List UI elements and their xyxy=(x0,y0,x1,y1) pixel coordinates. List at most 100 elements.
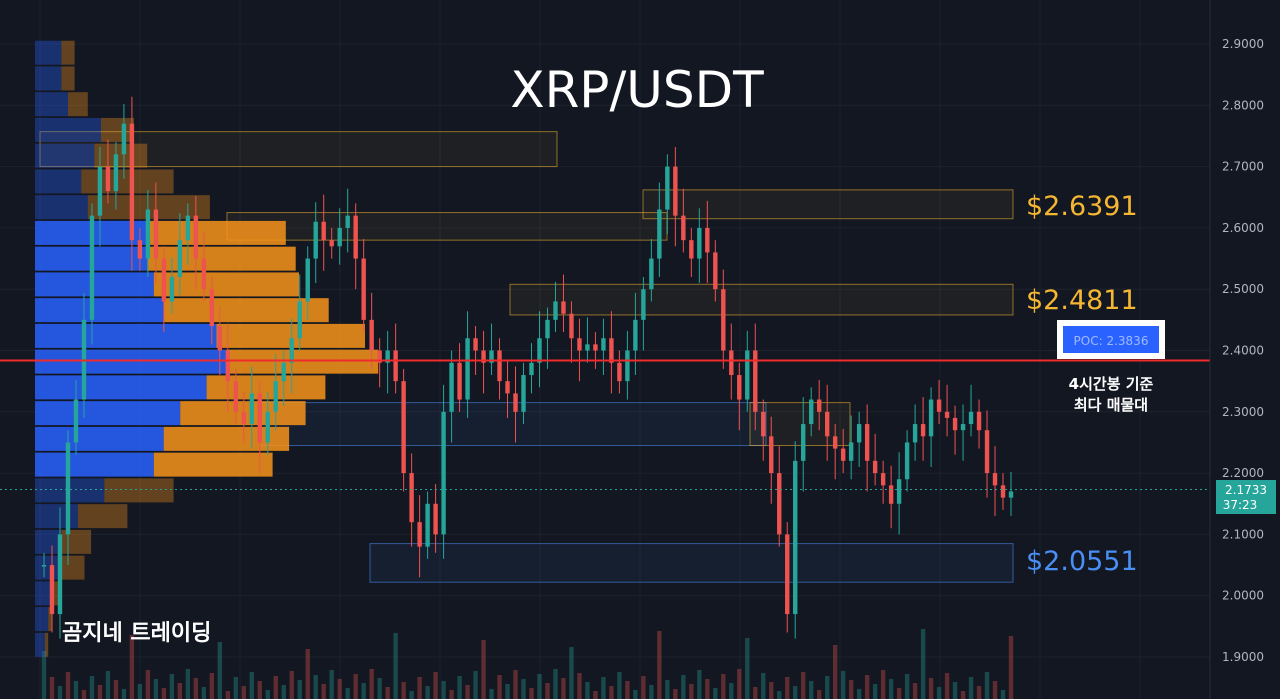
volume-bar xyxy=(265,690,270,699)
candle-body xyxy=(713,252,718,290)
volume-bar xyxy=(233,677,238,699)
volume-bar xyxy=(880,670,886,699)
volume-bar xyxy=(561,678,566,699)
volume-bar xyxy=(177,683,183,699)
candle-body xyxy=(872,460,878,474)
candle-body xyxy=(409,473,414,523)
current-price-value: 2.1733 xyxy=(1225,483,1267,497)
volume-bar xyxy=(97,685,103,699)
volume-bar xyxy=(473,671,478,699)
candle-body xyxy=(185,215,191,241)
price-axis[interactable]: 2.9000 2.8000 2.7000 2.6000 2.5000 2.4000 2.30… xyxy=(1222,37,1264,664)
volume-bar xyxy=(1000,690,1006,699)
candle-body xyxy=(425,503,430,547)
volume-bar xyxy=(297,680,302,699)
volume-profile xyxy=(35,40,379,657)
volume-bar xyxy=(856,689,862,699)
volume-bar xyxy=(113,680,119,699)
candle-body xyxy=(952,417,958,431)
volume-bar xyxy=(545,683,550,699)
candle-body xyxy=(920,424,926,437)
vp-row-down xyxy=(58,555,85,580)
candle-body xyxy=(481,350,486,363)
vp-row-down xyxy=(48,607,52,632)
candle-body xyxy=(225,350,231,382)
candle-body xyxy=(265,411,270,443)
support-zone xyxy=(369,543,1014,583)
resistance-zone xyxy=(642,189,1014,220)
vp-row-down xyxy=(163,298,329,323)
vp-row-down xyxy=(153,272,299,297)
level-label-2-6391: $2.6391 xyxy=(1026,191,1138,222)
candle-body xyxy=(633,319,638,351)
resistance-zone xyxy=(39,131,558,168)
candle-body xyxy=(553,301,558,320)
volume-bar xyxy=(513,670,518,699)
candle-body xyxy=(976,411,982,431)
price-tick-label: 2.6000 xyxy=(1222,221,1264,235)
candle-body xyxy=(337,227,342,247)
candle-body xyxy=(457,362,462,400)
volume-bar xyxy=(665,680,670,699)
vp-row-down xyxy=(51,581,59,606)
vp-row-up xyxy=(35,452,154,477)
candle-body xyxy=(305,258,310,302)
candle-body xyxy=(824,411,830,437)
volume-bar xyxy=(617,672,622,699)
volume-bar xyxy=(777,691,782,699)
volume-bar xyxy=(769,682,774,699)
volume-bar xyxy=(137,684,143,699)
volume-bar xyxy=(785,677,790,699)
candle-body xyxy=(521,375,526,412)
vp-row-up xyxy=(35,298,164,323)
candle-body xyxy=(840,448,846,461)
volume-bar xyxy=(153,679,159,699)
vp-row-down xyxy=(153,452,273,477)
volume-bar xyxy=(944,673,950,699)
volume-bar xyxy=(273,676,278,699)
volume-bar xyxy=(809,681,814,699)
candle-body xyxy=(769,436,774,474)
candle-body xyxy=(137,240,143,259)
candle-body xyxy=(193,215,199,259)
volume-bar xyxy=(169,674,175,699)
vp-row-up xyxy=(35,555,59,580)
volume-bar xyxy=(65,672,71,699)
vp-row-up xyxy=(35,426,164,451)
volume-bar xyxy=(984,672,990,699)
candle-countdown: 37:23 xyxy=(1223,498,1258,512)
volume-bar xyxy=(361,683,366,699)
volume-bar xyxy=(793,686,798,699)
volume-bar xyxy=(601,677,606,699)
candle-body xyxy=(593,344,598,351)
candlesticks xyxy=(41,96,1014,639)
volume-bar xyxy=(89,676,95,699)
volume-bar xyxy=(161,688,167,699)
vp-row-up xyxy=(35,529,62,554)
volume-bar xyxy=(968,677,974,699)
level-label-2-0551: $2.0551 xyxy=(1026,546,1138,577)
chart-title: XRP/USDT xyxy=(510,61,764,119)
candle-body xyxy=(65,442,71,535)
volume-bar xyxy=(401,682,406,699)
candle-body xyxy=(992,473,998,486)
candle-body xyxy=(313,221,318,259)
candle-body xyxy=(433,503,438,535)
volume-bar xyxy=(904,674,910,699)
candle-body xyxy=(609,338,614,363)
candle-body xyxy=(761,411,766,437)
volume-bar xyxy=(960,691,966,699)
volume-bar xyxy=(832,645,838,699)
volume-bar xyxy=(753,687,758,699)
candle-body xyxy=(121,123,127,155)
volume-bar xyxy=(912,683,918,699)
candle-body xyxy=(697,227,702,259)
candle-body xyxy=(241,411,246,425)
vp-row-down xyxy=(44,632,49,657)
volume-bar xyxy=(57,686,63,699)
vp-row-up xyxy=(35,607,49,632)
candle-body xyxy=(329,240,334,247)
candle-body xyxy=(625,350,630,382)
candle-body xyxy=(689,240,694,259)
